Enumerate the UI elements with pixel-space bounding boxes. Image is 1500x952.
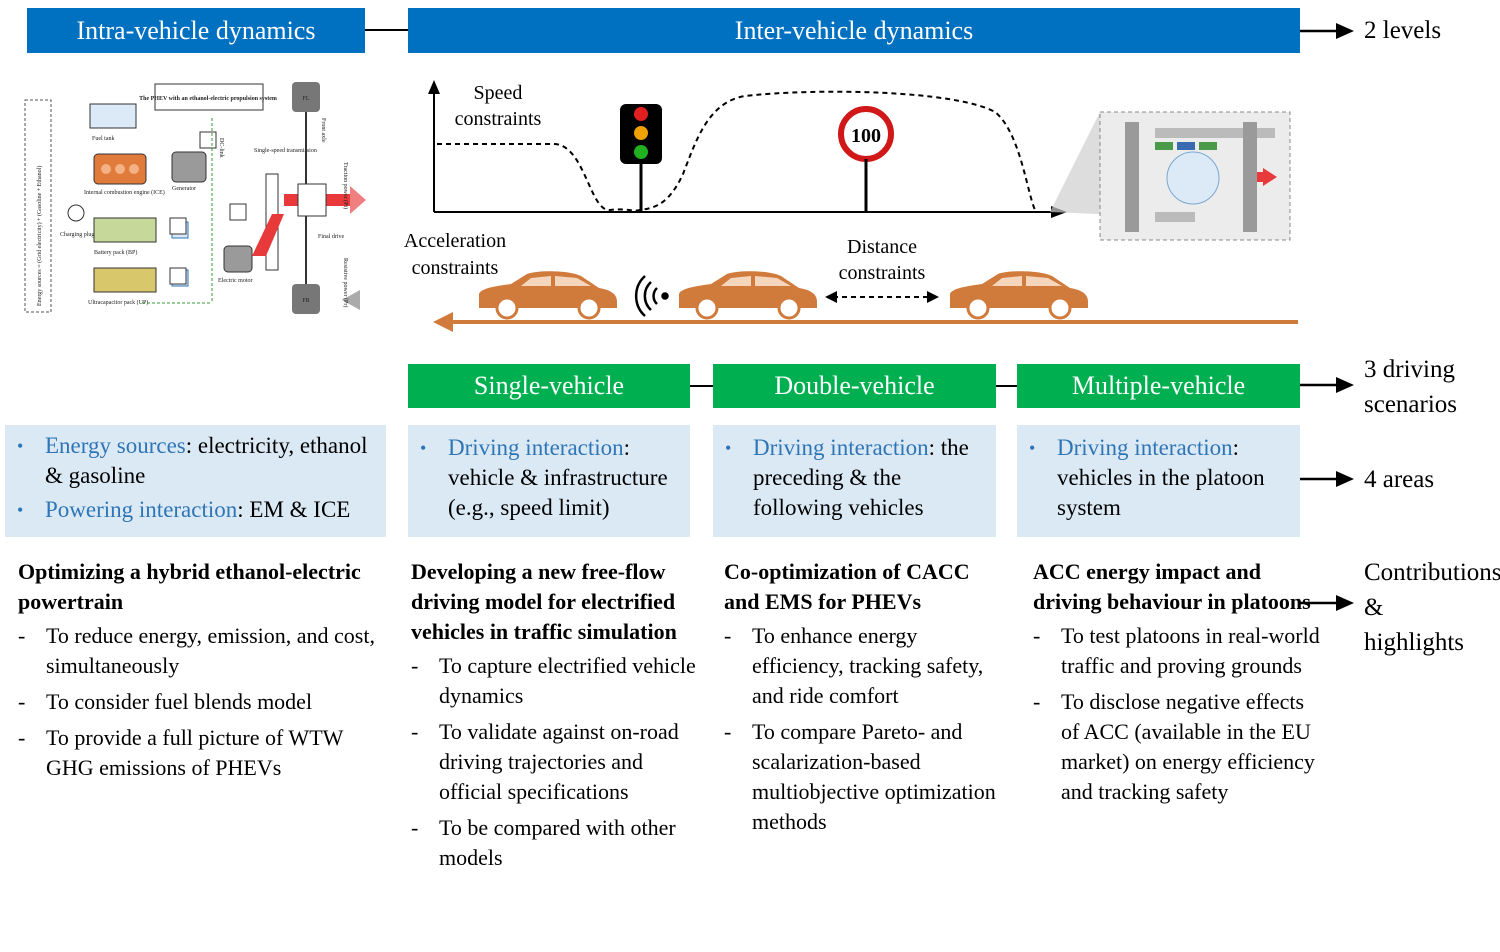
intra-vehicle-dynamics-label: Intra-vehicle dynamics (76, 15, 316, 45)
levels-arrow-icon (1300, 23, 1354, 39)
area-panel-intra: • Energy sources: electricity, ethanol &… (5, 425, 386, 537)
resistive-power-label: Resistive power (Pr) (342, 258, 349, 307)
energy-sources-label: Energy sources = (Grid electricity) + (G… (36, 166, 43, 306)
contribution-list: - To test platoons in real-world traffic … (1033, 621, 1323, 807)
bullet-icon: • (1029, 438, 1036, 458)
ultracap-label: Ultracapacitor pack (UP) (88, 299, 148, 306)
areas-side-label: 4 areas (1364, 466, 1435, 493)
area-bullet-row: • Powering interaction: EM & ICE (15, 495, 376, 525)
contribution-title: Co-optimization of CACC and EMS for PHEV… (724, 559, 970, 614)
bullet-icon: • (17, 500, 24, 520)
bullet-icon: • (420, 438, 427, 458)
contribution-column-2: Developing a new free-flow driving model… (411, 557, 706, 879)
ice-label: Internal combustion engine (ICE) (84, 189, 165, 196)
area-highlight: Energy sources (45, 433, 186, 458)
scenario-single-vehicle-label: Single-vehicle (473, 371, 625, 400)
bullet-icon: • (17, 436, 24, 456)
contribution-list: - To reduce energy, emission, and cost, s… (18, 621, 393, 783)
levels-side-label: 2 levels (1364, 17, 1442, 44)
list-item: - To compare Pareto- and scalarization-ba… (724, 719, 996, 834)
contribution-title: ACC energy impact and driving behaviour … (1033, 559, 1311, 614)
traction-power-label: Traction power (Pt) (342, 162, 349, 209)
area-text: : vehicles in the platoon system (1057, 435, 1265, 520)
list-item: - To consider fuel blends model (18, 689, 313, 714)
list-item: - To test platoons in real-world traffic … (1033, 623, 1320, 678)
distance-constraints-line1: Distance (847, 236, 917, 258)
inter-vehicle-dynamics-bar: Inter-vehicle dynamics (408, 8, 1300, 53)
scenario-double-vehicle: Double-vehicle (713, 364, 996, 408)
front-axle-label: Front axle (320, 118, 326, 143)
contribution-title: Optimizing a hybrid ethanol-electric pow… (18, 559, 361, 614)
contribution-column-4: ACC energy impact and driving behaviour … (1033, 557, 1323, 813)
final-drive-label: Final drive (318, 234, 344, 240)
list-item: - To disclose negative effects of ACC (av… (1033, 689, 1315, 804)
contribution-column-3: Co-optimization of CACC and EMS for PHEV… (724, 557, 1009, 843)
speed-constraints-line1: Speed (474, 82, 523, 104)
acceleration-constraints-line1: Acceleration (404, 230, 506, 252)
level-connector-line (365, 29, 408, 31)
contributions-arrow-icon (1300, 595, 1354, 611)
charging-plug-label: Charging plug (60, 232, 94, 238)
scenario-multiple-vehicle-label: Multiple-vehicle (1071, 371, 1246, 400)
area-bullet-row: • Driving interaction: vehicle & infrast… (418, 433, 680, 523)
bullet-icon: • (725, 438, 732, 458)
area-panel-double: • Driving interaction: the preceding & t… (713, 425, 996, 537)
y-axis-arrow-icon (428, 80, 440, 94)
area-highlight: Driving interaction (1057, 435, 1233, 460)
traffic-scene: 100 Speed constraints Acceleration const… (404, 80, 1298, 332)
generator-label: Generator (172, 186, 196, 192)
scenario-connector-line (996, 385, 1017, 387)
car-leading-icon (950, 271, 1088, 320)
scenario-connector-line (690, 385, 713, 387)
area-text: : vehicle & infrastructure (e.g., speed … (448, 435, 668, 520)
list-item: - To validate against on-road driving tra… (411, 719, 679, 804)
wheel-fr-label: FR (302, 298, 309, 304)
area-text: : EM & ICE (237, 497, 351, 522)
scenario-multiple-vehicle: Multiple-vehicle (1017, 364, 1300, 408)
area-highlight: Driving interaction (753, 435, 929, 460)
wireless-signal-icon (634, 275, 669, 317)
area-text: : the preceding & the following vehicles (753, 435, 969, 520)
wheel-fl-label: FL (302, 96, 309, 102)
area-bullet-row: • Driving interaction: the preceding & t… (723, 433, 986, 523)
scenario-double-vehicle-label: Double-vehicle (774, 371, 935, 400)
contribution-column-1: Optimizing a hybrid ethanol-electric pow… (18, 557, 393, 789)
area-panel-multiple: • Driving interaction: vehicles in the p… (1017, 425, 1300, 537)
scenarios-side-label: 3 driving scenarios (1364, 356, 1458, 418)
speed-profile-curve (437, 90, 1036, 212)
list-item: - To reduce energy, emission, and cost, s… (18, 623, 375, 678)
contribution-list: - To capture electrified vehicle dynamics… (411, 651, 706, 873)
phev-powertrain-schematic: Energy sources = (Grid electricity) + (G… (24, 82, 366, 314)
distance-constraints-line2: constraints (839, 262, 926, 284)
inter-vehicle-dynamics-label: Inter-vehicle dynamics (734, 15, 974, 45)
list-item: - To enhance energy efficiency, tracking … (724, 623, 984, 708)
area-highlight: Driving interaction (448, 435, 624, 460)
area-bullet-row: • Driving interaction: vehicles in the p… (1027, 433, 1290, 523)
area-highlight: Powering interaction (45, 497, 238, 522)
intra-vehicle-dynamics-bar: Intra-vehicle dynamics (27, 8, 365, 53)
list-item: - To capture electrified vehicle dynamics (411, 653, 696, 708)
areas-arrow-icon (1300, 471, 1354, 487)
scenario-single-vehicle: Single-vehicle (408, 364, 690, 408)
car-following-icon (479, 271, 617, 320)
battery-label: Battery pack (BP) (94, 249, 137, 256)
area-text: : electricity, ethanol & gasoline (45, 433, 368, 488)
electric-motor-label: Electric motor (218, 278, 253, 284)
speed-limit-value: 100 (851, 125, 881, 147)
scenarios-arrow-icon (1300, 377, 1354, 393)
area-panel-single: • Driving interaction: vehicle & infrast… (408, 425, 690, 537)
contribution-title: Developing a new free-flow driving model… (411, 559, 677, 644)
car-middle-icon (679, 271, 817, 320)
contribution-list: - To enhance energy efficiency, tracking … (724, 621, 1009, 837)
speed-constraints-line2: constraints (455, 108, 542, 130)
dc-link-label: DC-link (218, 138, 224, 158)
contributions-side-label: Contributions & highlights (1364, 559, 1500, 656)
area-bullet-row: • Energy sources: electricity, ethanol &… (15, 431, 376, 491)
fuel-tank-label: Fuel tank (92, 136, 115, 142)
list-item: - To be compared with other models (411, 815, 676, 870)
transmission-label: Single-speed transmission (254, 148, 317, 154)
schematic-title: The PHEV with an ethanol-electric propul… (139, 96, 277, 102)
list-item: - To provide a full picture of WTW GHG em… (18, 725, 343, 780)
acceleration-constraints-line2: constraints (412, 257, 499, 279)
